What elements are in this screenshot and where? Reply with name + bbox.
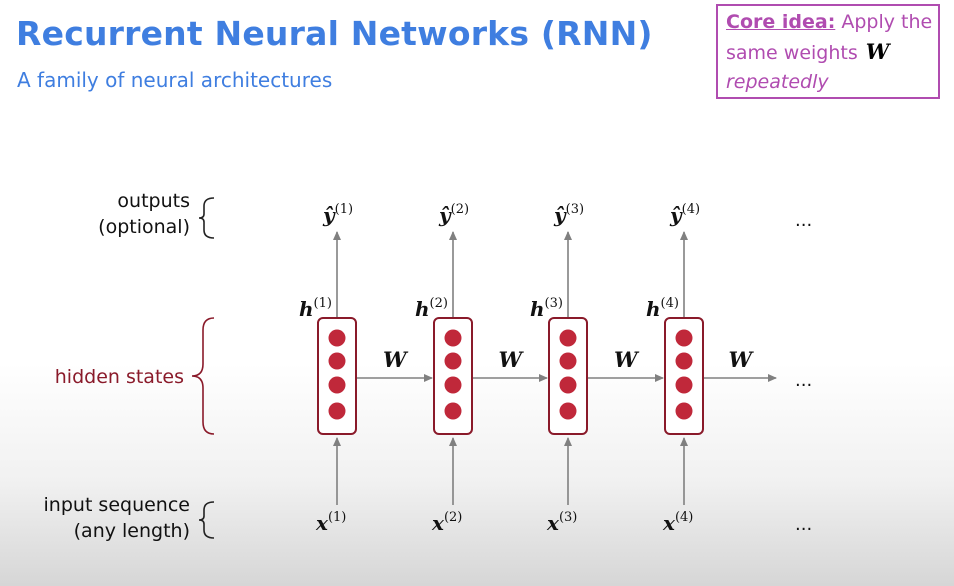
hidden-state-label-symbol: h (415, 297, 430, 321)
output-label: ŷ(4) (669, 202, 700, 227)
neuron (444, 329, 462, 347)
hidden-state-label: h(3) (530, 296, 563, 321)
outputs-ellipsis: ... (795, 210, 812, 231)
neuron (675, 329, 693, 347)
input-label-symbol: x (431, 511, 445, 535)
neuron (328, 402, 346, 420)
hidden-state-cell (664, 317, 704, 435)
input-label-symbol: x (315, 511, 329, 535)
input-label-index: (1) (328, 510, 346, 525)
input-ellipsis: ... (795, 514, 812, 535)
neuron (328, 352, 346, 370)
hidden-state-label-index: (4) (661, 296, 679, 311)
output-label-symbol: ŷ (553, 203, 567, 227)
input-label: x(4) (662, 510, 693, 535)
output-label-index: (4) (682, 202, 700, 217)
hidden-state-label-index: (1) (314, 296, 332, 311)
hidden-state-label-symbol: h (646, 297, 661, 321)
outputs-label-line1: outputs (117, 190, 190, 212)
hidden-state-label: h(4) (646, 296, 679, 321)
input-label-index: (3) (559, 510, 577, 525)
neuron (559, 376, 577, 394)
output-label: ŷ(1) (322, 202, 353, 227)
hidden-state-label: h(2) (415, 296, 448, 321)
output-label-symbol: ŷ (669, 203, 683, 227)
neuron (559, 329, 577, 347)
input-brace (198, 501, 215, 539)
core-idea-weight-symbol: W (865, 39, 890, 64)
hidden-states-label: hidden states (54, 366, 184, 388)
neuron (444, 402, 462, 420)
core-idea-box: Core idea: Apply the same weights W repea… (716, 4, 940, 99)
hidden-state-label: h(1) (299, 296, 332, 321)
input-label-symbol: x (662, 511, 676, 535)
input-sequence-label: input sequence (any length) (10, 492, 190, 544)
neuron (444, 376, 462, 394)
core-idea-label: Core idea: (726, 11, 836, 33)
output-label: ŷ(2) (438, 202, 469, 227)
page-title: Recurrent Neural Networks (RNN) (16, 14, 653, 53)
hidden-ellipsis: ... (795, 370, 812, 391)
hidden-brace (191, 317, 215, 435)
hidden-state-cell (433, 317, 473, 435)
weight-label: W (383, 347, 409, 372)
outputs-brace (198, 197, 215, 239)
page-subtitle: A family of neural architectures (17, 68, 333, 92)
neuron (559, 352, 577, 370)
output-label: ŷ(3) (553, 202, 584, 227)
input-label-index: (4) (675, 510, 693, 525)
weight-label: W (614, 347, 640, 372)
outputs-label-line2: (optional) (98, 216, 190, 238)
output-label-index: (2) (451, 202, 469, 217)
hidden-state-label-symbol: h (299, 297, 314, 321)
weight-label: W (499, 347, 525, 372)
outputs-label: outputs (optional) (30, 188, 190, 240)
output-label-index: (1) (335, 202, 353, 217)
neuron (675, 352, 693, 370)
input-label: x(3) (546, 510, 577, 535)
neuron (444, 352, 462, 370)
hidden-state-cell (548, 317, 588, 435)
hidden-state-label-index: (3) (545, 296, 563, 311)
input-label-line1: input sequence (43, 494, 190, 516)
core-idea-text: Apply the same weights (726, 11, 933, 64)
output-label-index: (3) (566, 202, 584, 217)
neuron (328, 376, 346, 394)
neuron (675, 376, 693, 394)
neuron (559, 402, 577, 420)
input-label-index: (2) (444, 510, 462, 525)
input-label-line2: (any length) (73, 520, 190, 542)
input-label: x(2) (431, 510, 462, 535)
hidden-state-label-symbol: h (530, 297, 545, 321)
weight-label: W (729, 347, 755, 372)
input-label-symbol: x (546, 511, 560, 535)
neuron (328, 329, 346, 347)
core-idea-emphasis: repeatedly (726, 71, 829, 93)
hidden-state-label-index: (2) (430, 296, 448, 311)
output-label-symbol: ŷ (322, 203, 336, 227)
input-label: x(1) (315, 510, 346, 535)
output-label-symbol: ŷ (438, 203, 452, 227)
hidden-state-cell (317, 317, 357, 435)
neuron (675, 402, 693, 420)
